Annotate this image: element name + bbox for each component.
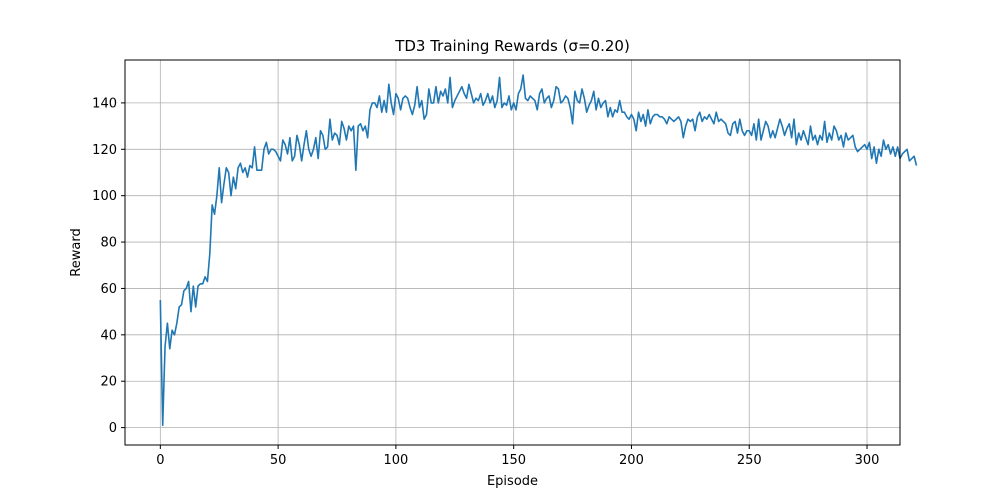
x-tick-label: 200 <box>619 453 644 468</box>
y-axis-label: Reward <box>69 228 84 276</box>
x-axis-label: Episode <box>487 474 538 489</box>
y-tick-label: 40 <box>100 328 117 343</box>
x-tick-label: 150 <box>501 453 526 468</box>
y-tick-label: 100 <box>92 189 117 204</box>
reward-series-line <box>159 74 918 427</box>
x-tick-label: 300 <box>855 453 880 468</box>
y-tick-label: 60 <box>100 282 117 297</box>
y-tick-label: 0 <box>109 421 117 436</box>
grid-layer <box>125 60 900 445</box>
y-tick-label: 20 <box>100 375 117 390</box>
x-tick-label: 250 <box>737 453 762 468</box>
chart-title: TD3 Training Rewards (σ=0.20) <box>394 37 630 55</box>
x-tick-label: 50 <box>270 453 287 468</box>
x-tick-label: 100 <box>383 453 408 468</box>
y-tick-label: 120 <box>92 143 117 158</box>
x-tick-label: 0 <box>156 453 164 468</box>
plot-frame <box>124 59 901 446</box>
y-tick-label: 140 <box>92 96 117 111</box>
tick-layer: 0 50 100 150 200 250 300 0 20 40 60 80 100 120 140 <box>92 96 879 468</box>
line-layer <box>159 74 918 427</box>
y-tick-label: 80 <box>100 236 117 251</box>
